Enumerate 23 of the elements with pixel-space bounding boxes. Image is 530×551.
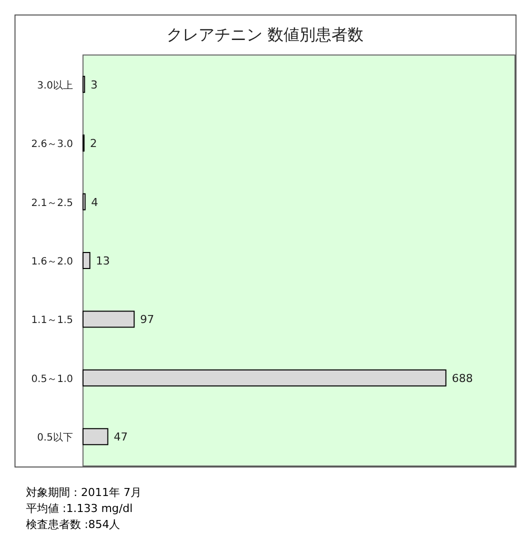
y-tick-label: 0.5以下 (37, 432, 73, 444)
text: 平均値 :1.133 mg/dl (26, 502, 133, 515)
text: 対象期間：2011年 7月 (26, 486, 142, 499)
data-label: 2 (90, 137, 98, 150)
text: 検査患者数 :854人 (26, 518, 120, 531)
bar (82, 369, 446, 386)
data-label: 13 (96, 254, 110, 268)
bar (82, 428, 108, 446)
chart-title: クレアチニン 数値別患者数 (166, 25, 364, 44)
data-label: 47 (114, 430, 128, 444)
data-label: 688 (452, 372, 473, 385)
y-tick-label: 2.1～2.5 (31, 198, 73, 209)
y-tick-label: 3.0以上 (37, 79, 73, 92)
bar (82, 252, 90, 269)
bar (82, 193, 86, 210)
y-tick-label: 1.6～2.0 (31, 256, 73, 268)
y-tick-label: 1.1～1.5 (31, 315, 73, 326)
y-tick-label: 2.6～3.0 (31, 139, 73, 150)
bar (82, 310, 135, 328)
y-tick-label: 0.5～1.0 (31, 374, 73, 385)
data-label: 4 (91, 196, 98, 209)
data-label: 3 (90, 78, 98, 92)
data-label: 97 (140, 313, 154, 326)
